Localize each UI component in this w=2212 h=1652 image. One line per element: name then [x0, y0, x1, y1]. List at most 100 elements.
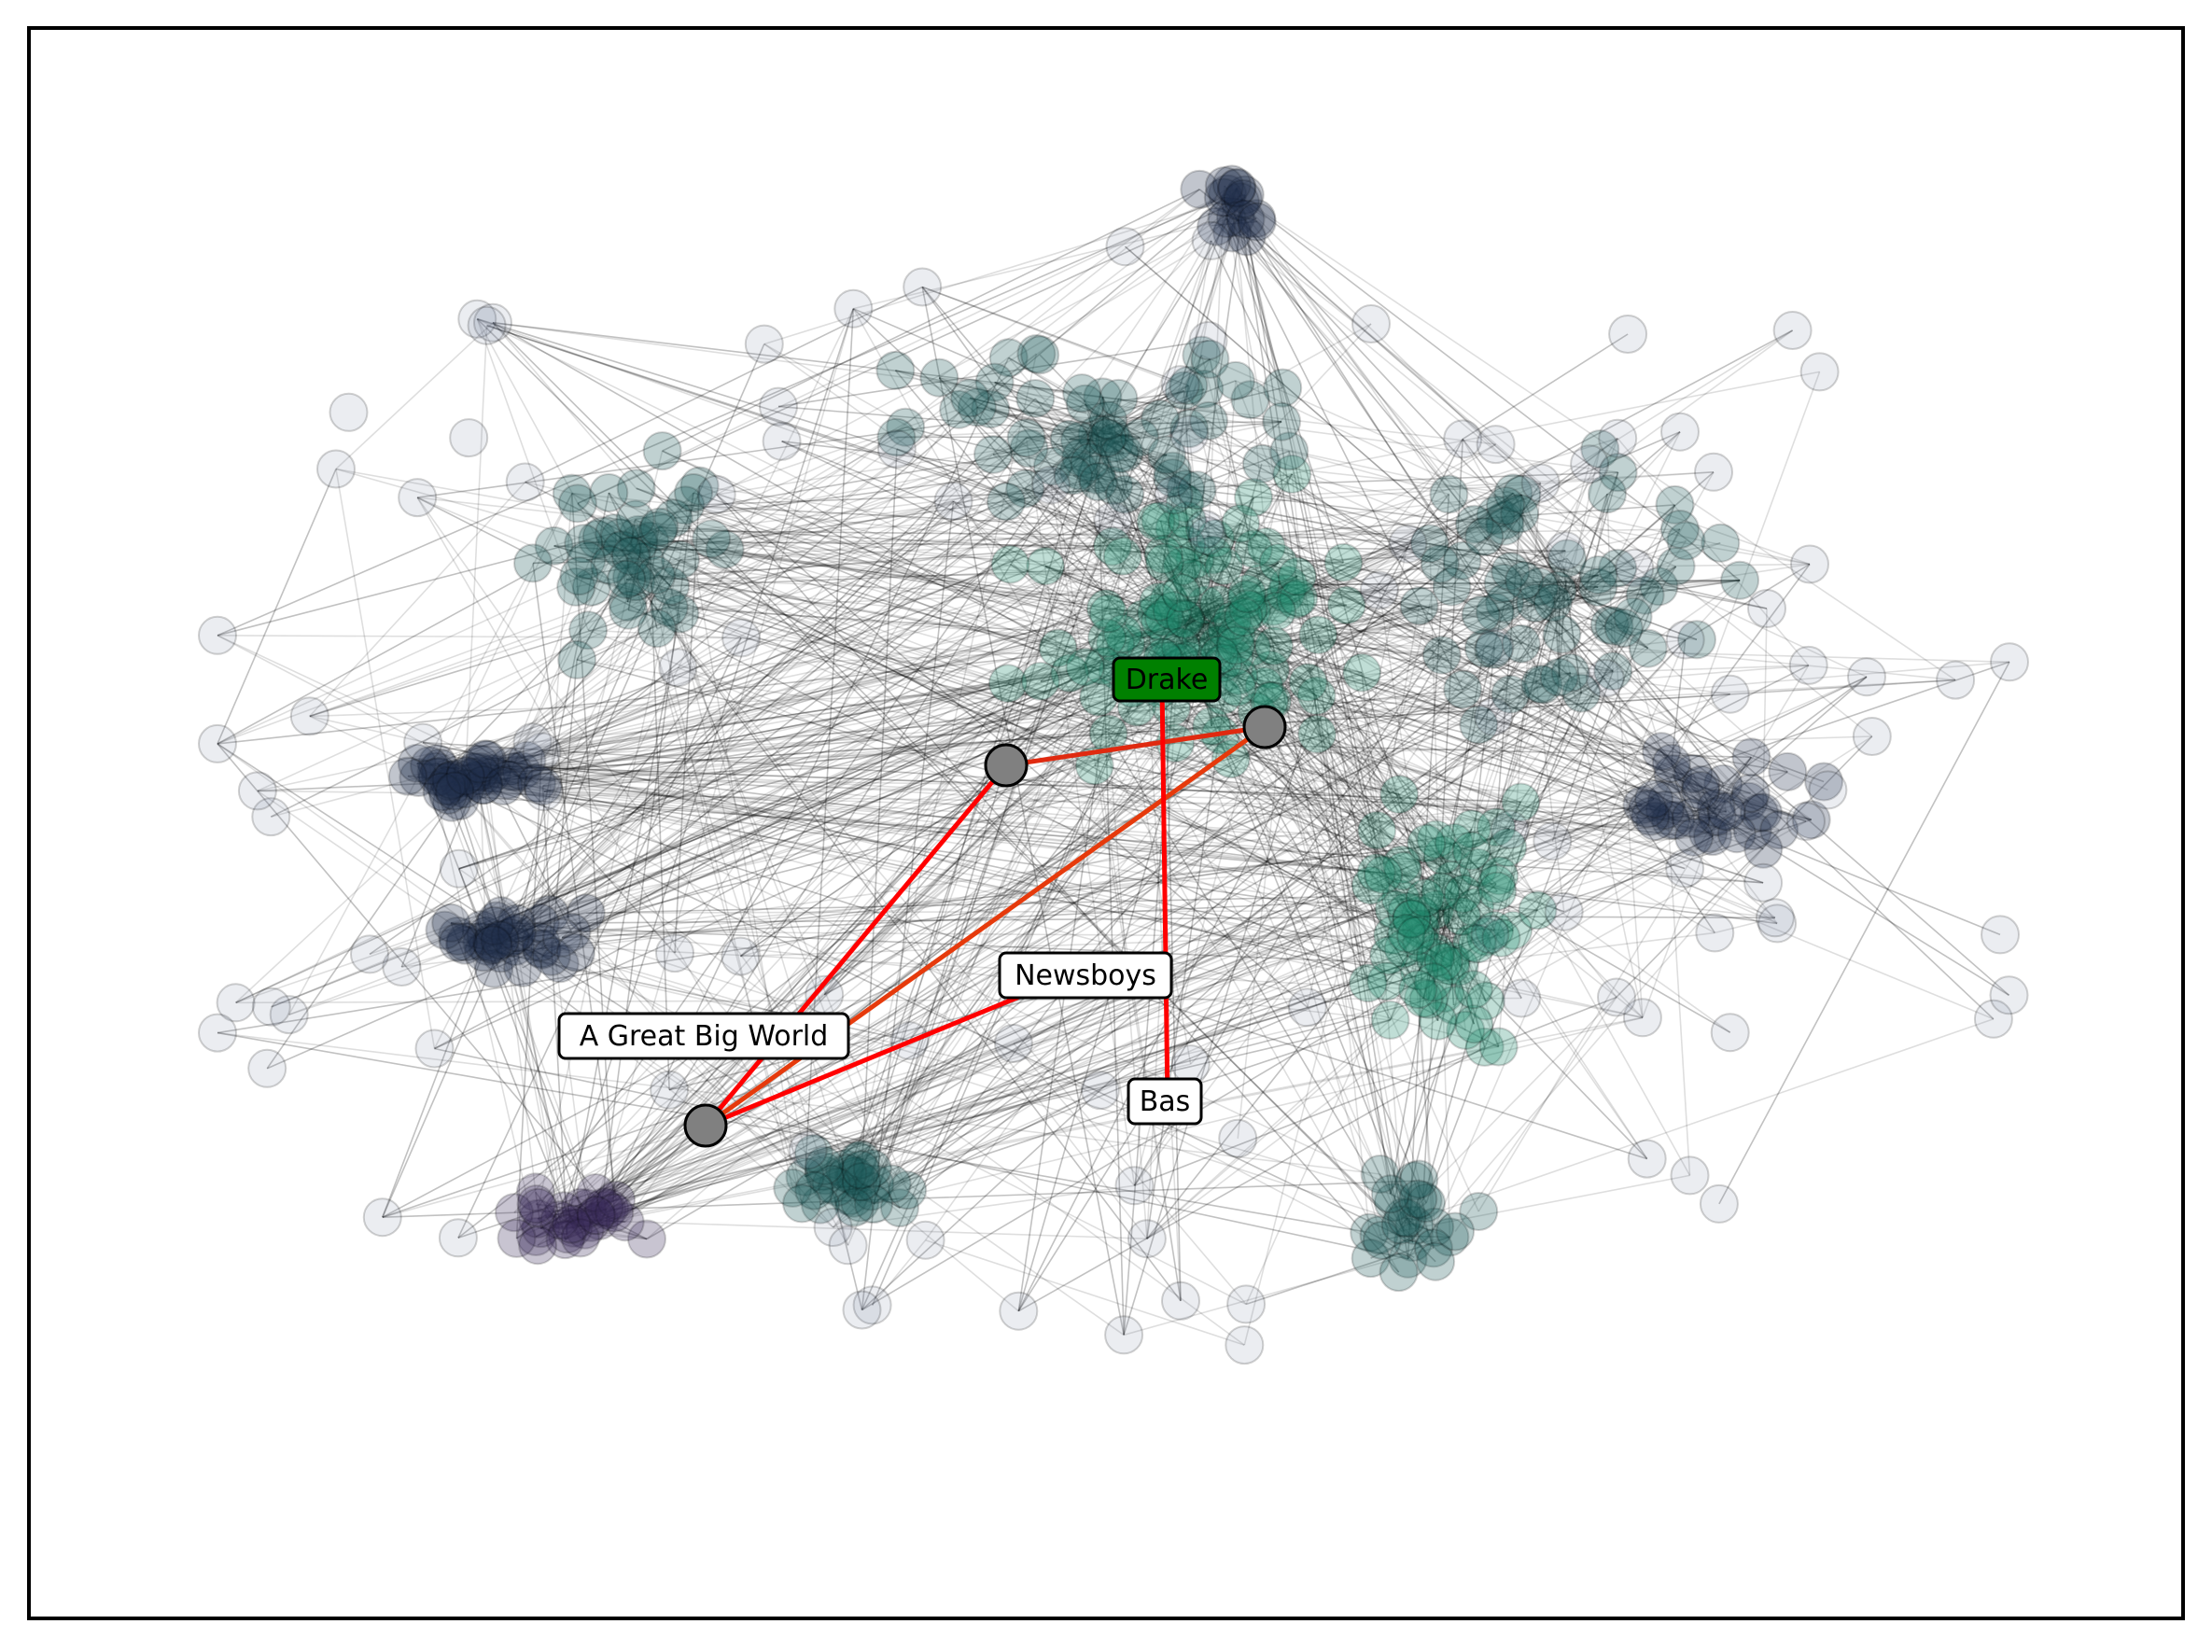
- edge: [514, 477, 1173, 947]
- edge: [1188, 427, 1562, 636]
- label-great-big-world[interactable]: A Great Big World: [557, 1012, 850, 1060]
- edge: [382, 661, 2010, 1218]
- node: [1185, 585, 1225, 625]
- edge: [1317, 635, 1388, 982]
- edge: [1450, 921, 1466, 1031]
- node: [431, 760, 471, 800]
- edge: [1393, 1201, 1405, 1233]
- node: [1262, 401, 1302, 441]
- edge: [1105, 608, 1211, 651]
- node: [1362, 1220, 1402, 1260]
- edge: [1139, 437, 1183, 567]
- edge: [1503, 582, 1599, 588]
- edge: [1171, 616, 1188, 661]
- edge: [1146, 828, 1473, 1239]
- edge: [1188, 604, 1207, 626]
- edge: [1005, 500, 1478, 945]
- edge: [1044, 565, 1407, 934]
- edge: [266, 687, 1133, 1070]
- edge: [1762, 608, 1768, 813]
- edge: [309, 715, 1644, 1019]
- node: [449, 418, 489, 458]
- edge: [1072, 474, 1175, 530]
- edge: [1113, 389, 1184, 429]
- edge: [483, 922, 490, 953]
- node: [512, 722, 553, 763]
- edge: [468, 781, 483, 786]
- edge: [266, 687, 1133, 1070]
- edge: [632, 529, 659, 540]
- edge: [699, 484, 1298, 578]
- edge: [1690, 785, 1720, 819]
- edge: [1438, 927, 1514, 931]
- edge: [515, 751, 543, 1239]
- node: [599, 518, 639, 558]
- edge: [1566, 504, 1676, 601]
- edge: [579, 1222, 593, 1246]
- edge: [1084, 434, 1108, 439]
- node-c[interactable]: [683, 1103, 728, 1148]
- edge: [1194, 559, 1197, 617]
- edge: [563, 621, 1161, 1211]
- edge: [436, 763, 469, 796]
- edge: [235, 645, 1275, 1004]
- edge: [1181, 592, 1210, 624]
- edge: [1398, 793, 1433, 909]
- edge: [1562, 566, 1583, 693]
- node: [1476, 592, 1515, 632]
- edge: [1540, 683, 1749, 803]
- edge: [1231, 184, 1267, 547]
- edge: [447, 611, 1496, 796]
- edge: [1450, 927, 1495, 931]
- node: [488, 760, 528, 800]
- edge: [1164, 660, 1648, 1160]
- edge: [1017, 1046, 1486, 1312]
- edge: [1575, 593, 1615, 627]
- edge: [640, 492, 694, 550]
- node: [473, 302, 512, 343]
- node: [1165, 483, 1205, 523]
- edge: [1236, 634, 1807, 822]
- edge: [1693, 796, 1718, 818]
- edge: [1107, 421, 1112, 434]
- edge: [526, 456, 1082, 762]
- edge: [1205, 635, 1224, 664]
- node: [1161, 1281, 1200, 1321]
- edge: [537, 1207, 566, 1220]
- node: [1190, 339, 1230, 379]
- edge: [1078, 187, 1239, 471]
- edge: [580, 1207, 586, 1230]
- edge: [1205, 523, 1241, 620]
- node: [518, 1187, 558, 1227]
- node: [1379, 1253, 1419, 1293]
- edge: [1410, 917, 1435, 1227]
- edge: [569, 1217, 625, 1223]
- node: [1544, 891, 1584, 931]
- edge: [477, 317, 1248, 595]
- node: [788, 1130, 828, 1170]
- edge: [570, 558, 1196, 1225]
- edge: [1435, 902, 1463, 911]
- edge: [562, 1210, 596, 1216]
- edge: [309, 481, 526, 717]
- edge: [813, 964, 1451, 1155]
- edge: [1523, 580, 1565, 912]
- edge: [1606, 493, 1811, 566]
- edge: [492, 945, 495, 947]
- edge: [613, 532, 651, 560]
- edge: [1370, 665, 1810, 887]
- edge: [1289, 450, 1449, 496]
- edge: [1186, 598, 1247, 617]
- edge: [1459, 912, 1500, 1047]
- label-newsboys[interactable]: Newsboys: [998, 951, 1173, 1000]
- edge: [1407, 911, 1421, 917]
- edge: [1403, 1216, 1425, 1224]
- label-drake[interactable]: Drake: [1112, 656, 1222, 703]
- node-a[interactable]: [984, 743, 1029, 788]
- edge: [1431, 912, 1445, 963]
- node: [1703, 763, 1743, 804]
- label-bas[interactable]: Bas: [1127, 1077, 1203, 1126]
- node-b[interactable]: [1242, 705, 1287, 749]
- edge: [1112, 358, 1211, 547]
- edge: [1451, 879, 1471, 903]
